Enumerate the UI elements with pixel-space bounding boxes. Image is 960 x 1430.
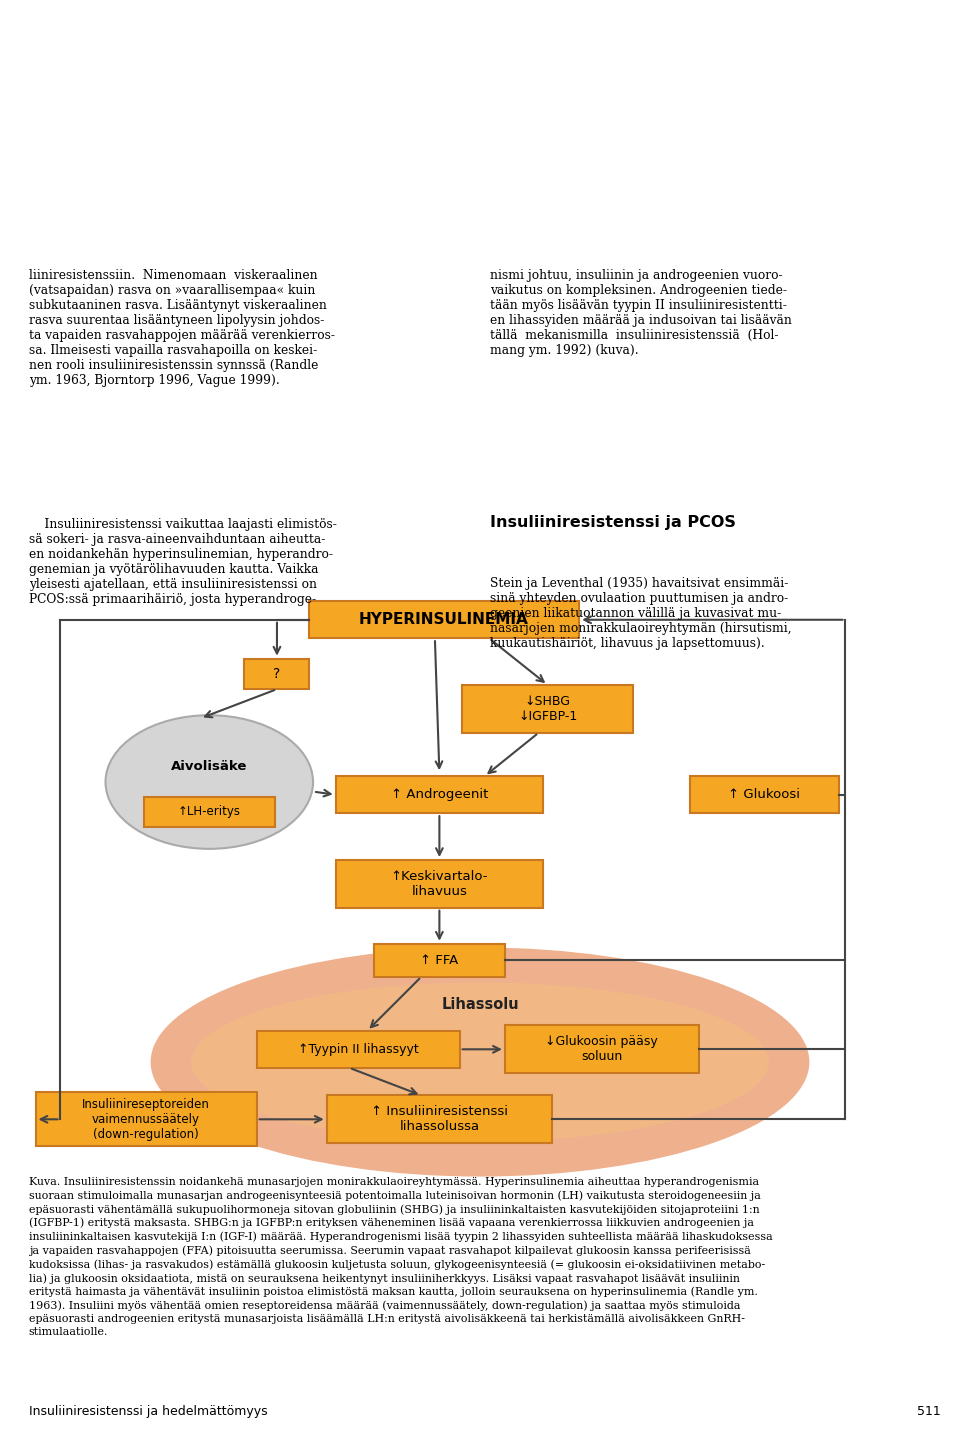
Text: ↓SHBG
↓IGFBP-1: ↓SHBG ↓IGFBP-1 — [518, 695, 577, 722]
FancyBboxPatch shape — [36, 1093, 256, 1147]
FancyBboxPatch shape — [308, 601, 579, 638]
FancyBboxPatch shape — [144, 797, 275, 827]
Text: ↑LH-eritys: ↑LH-eritys — [178, 805, 241, 818]
FancyBboxPatch shape — [256, 1031, 460, 1068]
Text: ↑Tyypin II lihassyyt: ↑Tyypin II lihassyyt — [298, 1042, 419, 1055]
Text: Insuliiniresistenssi ja hedelmättömyys: Insuliiniresistenssi ja hedelmättömyys — [29, 1404, 268, 1419]
Text: Insuliiniresistenssi ja PCOS: Insuliiniresistenssi ja PCOS — [490, 515, 735, 529]
Text: ?: ? — [274, 666, 280, 681]
Text: nismi johtuu, insuliinin ja androgeenien vuoro-
vaikutus on kompleksinen. Androg: nismi johtuu, insuliinin ja androgeenien… — [490, 269, 791, 358]
FancyBboxPatch shape — [374, 944, 505, 977]
Text: Aivolisäke: Aivolisäke — [171, 759, 248, 772]
FancyBboxPatch shape — [462, 685, 634, 732]
Text: ↑ Insuliiniresistenssi
lihassolussa: ↑ Insuliiniresistenssi lihassolussa — [371, 1105, 508, 1134]
Text: ↑ Glukoosi: ↑ Glukoosi — [729, 788, 801, 801]
FancyBboxPatch shape — [336, 859, 543, 908]
Ellipse shape — [106, 715, 313, 849]
Ellipse shape — [151, 948, 809, 1177]
Text: Insuliiniresistenssi vaikuttaa laajasti elimistös-
sä sokeri- ja rasva-aineenvai: Insuliiniresistenssi vaikuttaa laajasti … — [29, 518, 337, 606]
Text: liiniresistenssiin.  Nimenomaan  viskeraalinen
(vatsapaidan) rasva on »vaarallis: liiniresistenssiin. Nimenomaan viskeraal… — [29, 269, 335, 388]
Ellipse shape — [191, 982, 769, 1141]
FancyBboxPatch shape — [690, 776, 839, 814]
Text: Lihassolu: Lihassolu — [442, 997, 518, 1012]
Text: ↓Glukoosin pääsy
soluun: ↓Glukoosin pääsy soluun — [545, 1035, 659, 1064]
Text: Stein ja Leventhal (1935) havaitsivat ensimmäi-
sinä yhteyden ovulaation puuttum: Stein ja Leventhal (1935) havaitsivat en… — [490, 562, 791, 651]
FancyBboxPatch shape — [326, 1095, 552, 1143]
Text: ↑Keskivartalo-
lihavuus: ↑Keskivartalo- lihavuus — [391, 869, 488, 898]
Text: Insuliinireseptoreiden
vaimennussäätely
(down-regulation): Insuliinireseptoreiden vaimennussäätely … — [83, 1098, 210, 1141]
Text: ↑ Androgeenit: ↑ Androgeenit — [391, 788, 488, 801]
FancyBboxPatch shape — [245, 659, 309, 689]
Text: 511: 511 — [917, 1404, 941, 1419]
Text: ↑ FFA: ↑ FFA — [420, 954, 459, 967]
Text: HYPERINSULINEMIA: HYPERINSULINEMIA — [359, 612, 529, 628]
Text: Kuva. Insuliiniresistenssin noidankehä munasarjojen monirakkulaoireyhtymässä. Hy: Kuva. Insuliiniresistenssin noidankehä m… — [29, 1177, 773, 1337]
FancyBboxPatch shape — [336, 776, 543, 814]
FancyBboxPatch shape — [505, 1025, 699, 1072]
